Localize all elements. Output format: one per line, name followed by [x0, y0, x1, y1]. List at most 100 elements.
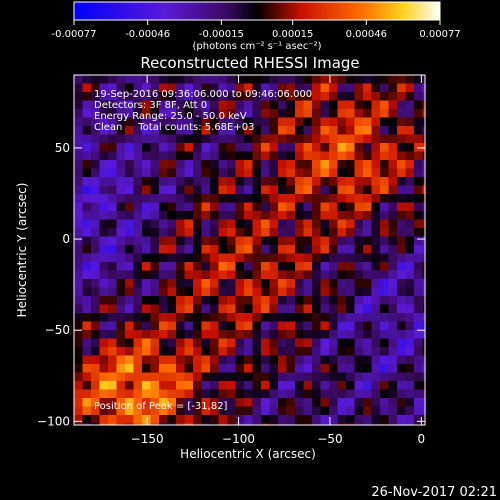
- heatmap-cell: [354, 398, 364, 407]
- heatmap-cell: [150, 245, 160, 254]
- heatmap-cell: [210, 262, 219, 271]
- heatmap-cell: [116, 330, 126, 339]
- heatmap-cell: [184, 313, 194, 322]
- heatmap-cell: [244, 245, 253, 254]
- heatmap-cell: [286, 160, 296, 169]
- heatmap-cell: [371, 330, 381, 339]
- heatmap-cell: [150, 398, 160, 407]
- heatmap-cell: [74, 398, 83, 407]
- heatmap-cell: [320, 194, 330, 203]
- heatmap-cell: [329, 287, 338, 297]
- heatmap-cell: [261, 228, 270, 237]
- heatmap-cell: [108, 338, 117, 348]
- heatmap-cell: [91, 228, 100, 237]
- annotation-energy-range: Energy Range: 25.0 - 50.0 keV: [94, 111, 247, 122]
- heatmap-cell: [159, 389, 168, 399]
- heatmap-cell: [346, 83, 355, 93]
- heatmap-cell: [159, 228, 168, 237]
- heatmap-cell: [354, 177, 364, 186]
- heatmap-cell: [261, 83, 270, 93]
- heatmap-cell: [210, 92, 219, 101]
- heatmap-cell: [210, 168, 219, 178]
- heatmap-cell: [176, 296, 185, 305]
- heatmap-cell: [278, 92, 287, 101]
- heatmap-cell: [74, 296, 83, 305]
- heatmap-cell: [320, 381, 330, 390]
- heatmap-cell: [91, 355, 100, 365]
- heatmap-cell: [354, 143, 364, 152]
- heatmap-cell: [312, 100, 321, 110]
- heatmap-cell: [244, 381, 253, 390]
- heatmap-cell: [261, 109, 270, 118]
- heatmap-cell: [227, 236, 236, 246]
- heatmap-cell: [346, 236, 355, 246]
- heatmap-cell: [82, 355, 92, 365]
- heatmap-cell: [244, 228, 253, 237]
- heatmap-cell: [210, 100, 219, 110]
- heatmap-cell: [261, 330, 270, 339]
- heatmap-cell: [405, 330, 415, 339]
- heatmap-cell: [363, 185, 372, 195]
- heatmap-cell: [125, 202, 134, 212]
- heatmap-cell: [74, 389, 83, 399]
- heatmap-cell: [405, 151, 415, 161]
- heatmap-cell: [414, 262, 423, 271]
- heatmap-cell: [74, 92, 83, 101]
- heatmap-cell: [346, 304, 355, 314]
- heatmap-cell: [380, 253, 389, 263]
- heatmap-cell: [388, 347, 398, 356]
- heatmap-cell: [295, 134, 304, 144]
- heatmap-cell: [388, 100, 398, 110]
- heatmap-cell: [252, 415, 262, 424]
- heatmap-cell: [125, 117, 134, 127]
- heatmap-cell: [235, 245, 245, 254]
- heatmap-cell: [125, 406, 134, 416]
- heatmap-cell: [91, 398, 100, 407]
- heatmap-cell: [371, 100, 381, 110]
- heatmap-cell: [337, 126, 347, 135]
- heatmap-cell: [337, 185, 347, 195]
- heatmap-cell: [218, 100, 228, 110]
- heatmap-cell: [91, 262, 100, 271]
- heatmap-cell: [312, 126, 321, 135]
- heatmap-cell: [354, 202, 364, 212]
- heatmap-cell: [363, 211, 372, 220]
- heatmap-cell: [167, 194, 177, 203]
- heatmap-cell: [74, 364, 83, 373]
- heatmap-cell: [380, 287, 389, 297]
- heatmap-cell: [388, 92, 398, 101]
- heatmap-cell: [329, 202, 338, 212]
- heatmap-cell: [218, 389, 228, 399]
- heatmap-cell: [252, 406, 262, 416]
- heatmap-cell: [227, 287, 236, 297]
- heatmap-cell: [303, 296, 313, 305]
- heatmap-cell: [422, 423, 425, 425]
- heatmap-cell: [218, 398, 228, 407]
- heatmap-cell: [227, 253, 236, 263]
- heatmap-cell: [108, 423, 117, 425]
- heatmap-cell: [150, 287, 160, 297]
- heatmap-cell: [82, 202, 92, 212]
- heatmap-cell: [278, 253, 287, 263]
- heatmap-cell: [252, 168, 262, 178]
- heatmap-cell: [405, 160, 415, 169]
- heatmap-cell: [414, 228, 423, 237]
- heatmap-cell: [346, 126, 355, 135]
- heatmap-cell: [176, 313, 185, 322]
- heatmap-cell: [337, 202, 347, 212]
- heatmap-cell: [82, 126, 92, 135]
- heatmap-cell: [346, 202, 355, 212]
- heatmap-cell: [388, 279, 398, 288]
- heatmap-cell: [176, 245, 185, 254]
- heatmap-cell: [295, 330, 304, 339]
- heatmap-cell: [380, 398, 389, 407]
- heatmap-cell: [218, 253, 228, 263]
- heatmap-cell: [74, 228, 83, 237]
- heatmap-cell: [125, 83, 134, 93]
- heatmap-cell: [193, 245, 202, 254]
- heatmap-cell: [261, 372, 270, 382]
- heatmap-cell: [116, 211, 126, 220]
- heatmap-cell: [142, 177, 151, 186]
- heatmap-cell: [99, 100, 109, 110]
- heatmap-cell: [320, 423, 330, 425]
